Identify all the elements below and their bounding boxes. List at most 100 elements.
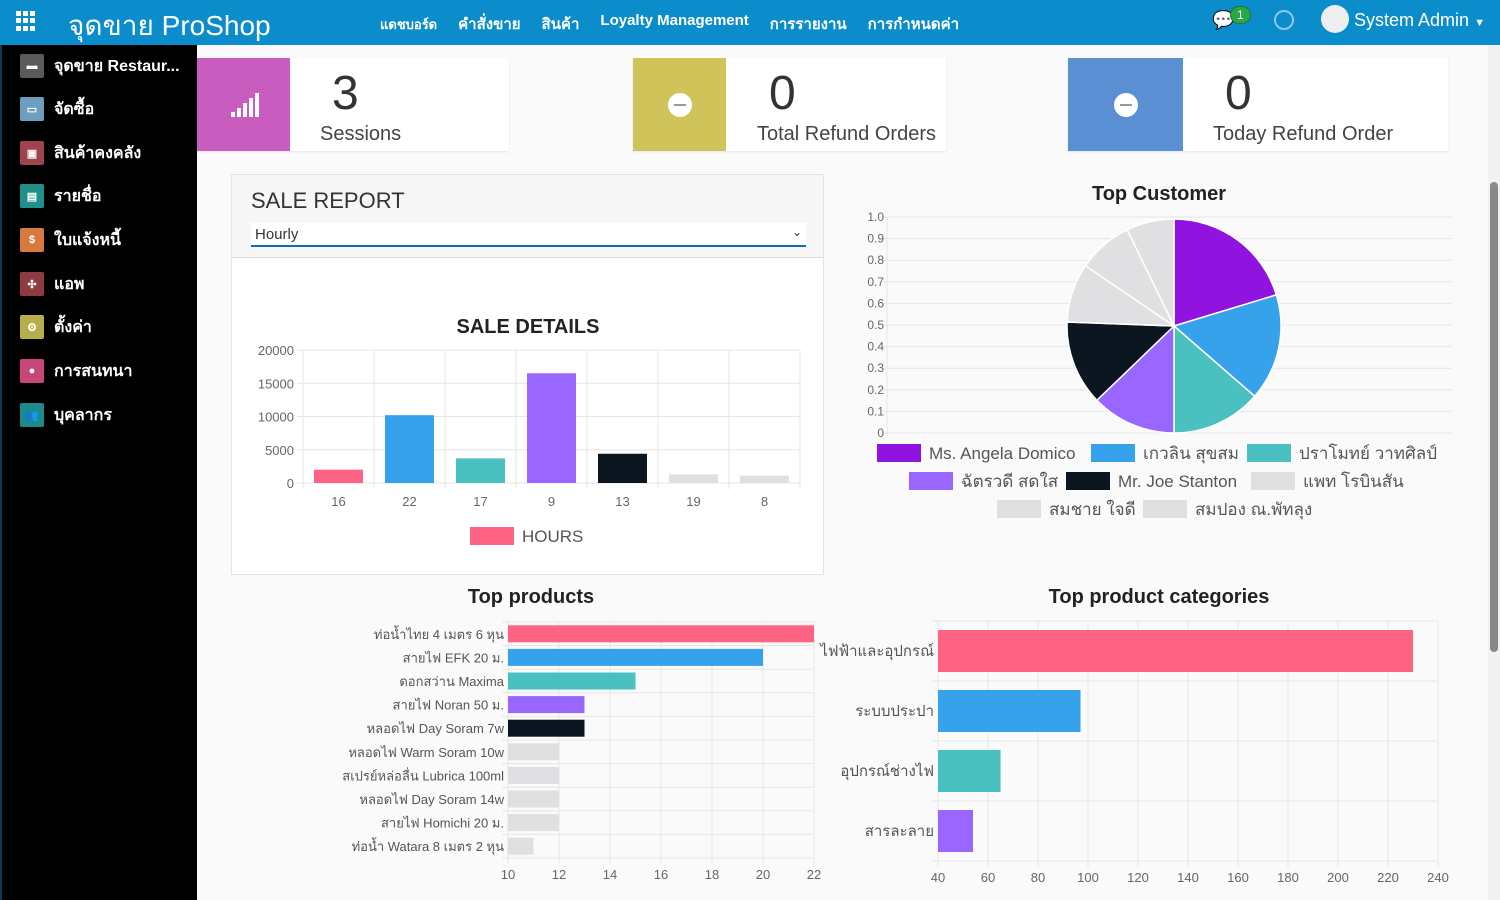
x-tick-label: 18 bbox=[705, 867, 719, 882]
sidebar-item-settings[interactable]: ⚙ ตั้งค่า bbox=[20, 314, 92, 340]
sidebar-item-discuss[interactable]: ● การสนทนา bbox=[20, 358, 132, 384]
sale-report-panel: SALE REPORT Hourly ⌄ bbox=[231, 174, 824, 575]
bar bbox=[508, 696, 585, 714]
sidebar-item-label: การสนทนา bbox=[54, 362, 133, 380]
y-tick-label: 0.2 bbox=[867, 383, 884, 397]
sidebar-item-label: จัดซื้อ bbox=[54, 100, 95, 118]
menu-dashboard[interactable]: แดชบอร์ด bbox=[380, 17, 438, 32]
chat-count-badge: 1 bbox=[1230, 6, 1251, 24]
avatar[interactable] bbox=[1321, 5, 1349, 33]
x-tick-label: 22 bbox=[807, 867, 821, 882]
credit-card-icon: ▭ bbox=[20, 97, 44, 121]
y-tick-label: อุปกรณ์ช่างไฟ bbox=[840, 762, 934, 781]
minus-circle-icon bbox=[1068, 58, 1183, 151]
x-tick-label: 20 bbox=[756, 867, 770, 882]
sidebar-item-apps[interactable]: ✣ แอพ bbox=[20, 271, 84, 297]
legend-label: ฉัตรวดี สดใส bbox=[961, 471, 1059, 491]
cubes-icon: ✣ bbox=[20, 272, 44, 296]
stat-card-total-refund-orders[interactable]: 0 Total Refund Orders bbox=[633, 58, 946, 151]
bar bbox=[508, 814, 559, 832]
legend-label: Ms. Angela Domico bbox=[929, 444, 1075, 463]
y-tick-label: 0.5 bbox=[867, 318, 884, 332]
legend-swatch bbox=[997, 500, 1041, 518]
sale-details-title: SALE DETAILS bbox=[456, 316, 600, 338]
y-tick-label: 0.1 bbox=[867, 404, 884, 418]
stat-value: 0 bbox=[769, 67, 796, 120]
menu-products[interactable]: สินค้า bbox=[541, 16, 580, 33]
pie-slice bbox=[1066, 321, 1176, 402]
pie-slice bbox=[1173, 324, 1256, 434]
sidebar-item-contacts[interactable]: ▤ รายชื่อ bbox=[20, 183, 101, 209]
gear-icon: ⚙ bbox=[20, 315, 44, 339]
clock-icon[interactable] bbox=[1274, 10, 1294, 30]
legend-label: สมชาย ใจดี bbox=[1049, 499, 1136, 519]
legend-label: เกวลิน สุขสม bbox=[1143, 444, 1239, 464]
scrollbar-thumb[interactable] bbox=[1490, 182, 1498, 652]
sidebar-item-invoicing[interactable]: $ ใบแจ้งหนี้ bbox=[20, 227, 121, 253]
user-name: System Admin bbox=[1354, 10, 1470, 30]
y-tick-label: ท่อน้ำ Watara 8 เมตร 2 หุน bbox=[352, 837, 505, 855]
x-tick-label: 160 bbox=[1227, 870, 1249, 885]
x-tick-label: 240 bbox=[1427, 870, 1449, 885]
y-tick-label: 0.7 bbox=[867, 275, 884, 289]
x-tick-label: 12 bbox=[552, 867, 566, 882]
legend-swatch bbox=[1066, 472, 1110, 490]
x-tick-label: 10 bbox=[501, 867, 515, 882]
bar bbox=[508, 743, 559, 761]
sidebar-item-pos-restaurant[interactable]: ▬ จุดขาย Restaur... bbox=[20, 53, 180, 79]
x-tick-label: 40 bbox=[931, 870, 945, 885]
y-tick-label: 0.6 bbox=[867, 296, 884, 310]
stat-card-sessions[interactable]: 3 Sessions bbox=[197, 58, 509, 151]
menu-loyalty[interactable]: Loyalty Management bbox=[600, 12, 749, 29]
chat-icon[interactable]: 💬 bbox=[1212, 10, 1235, 30]
pie-slice bbox=[1172, 293, 1282, 398]
sidebar-item-label: สินค้าคงคลัง bbox=[54, 144, 142, 162]
sidebar-item-label: รายชื่อ bbox=[54, 187, 102, 205]
y-tick-label: 1.0 bbox=[867, 210, 884, 224]
bar bbox=[938, 690, 1081, 732]
app-brand[interactable]: จุดขาย ProShop bbox=[68, 10, 271, 41]
pie-slice bbox=[1095, 324, 1175, 434]
x-tick-label: 120 bbox=[1127, 870, 1149, 885]
users-icon: 👥 bbox=[20, 403, 44, 427]
x-tick-label: 180 bbox=[1277, 870, 1299, 885]
sale-report-title: SALE REPORT bbox=[251, 188, 405, 213]
bar bbox=[508, 648, 763, 666]
menu-configuration[interactable]: การกำหนดค่า bbox=[867, 16, 960, 33]
x-tick-label: 14 bbox=[603, 867, 617, 882]
sidebar-item-purchase[interactable]: ▭ จัดซื้อ bbox=[20, 96, 94, 122]
stat-label: Sessions bbox=[320, 123, 402, 145]
menu-reporting[interactable]: การรายงาน bbox=[769, 16, 847, 33]
sidebar-item-label: บุคลากร bbox=[54, 406, 112, 424]
pie-slice bbox=[1066, 264, 1177, 327]
apps-grid-icon[interactable] bbox=[16, 11, 36, 31]
legend-swatch bbox=[1251, 472, 1295, 490]
stat-card-today-refund-order[interactable]: 0 Today Refund Order bbox=[1068, 58, 1448, 151]
y-tick-label: 0.9 bbox=[867, 232, 884, 246]
y-tick-label: สารละลาย bbox=[865, 823, 934, 840]
period-select[interactable]: Hourly ⌄ bbox=[251, 223, 806, 247]
stat-value: 3 bbox=[332, 67, 359, 120]
x-tick-label: 16 bbox=[654, 867, 668, 882]
y-tick-label: ท่อน้ำไทย 4 เมตร 6 หุน bbox=[374, 625, 504, 643]
caret-down-icon: ▼ bbox=[1474, 17, 1485, 29]
minus-circle-icon bbox=[633, 58, 726, 151]
x-tick-label: 200 bbox=[1327, 870, 1349, 885]
bar bbox=[508, 837, 534, 855]
chevron-down-icon: ⌄ bbox=[791, 225, 802, 239]
y-tick-label: สายไฟ Homichi 20 ม. bbox=[381, 816, 504, 831]
x-tick-label: 220 bbox=[1377, 870, 1399, 885]
sidebar-item-inventory[interactable]: ▣ สินค้าคงคลัง bbox=[20, 140, 141, 166]
x-tick-label: 80 bbox=[1031, 870, 1045, 885]
sidebar-item-label: จุดขาย Restaur... bbox=[54, 57, 180, 75]
scrollbar[interactable] bbox=[1488, 45, 1500, 900]
y-tick-label: หลอดไฟ Warm Soram 10w bbox=[348, 745, 504, 760]
legend-swatch bbox=[1143, 500, 1187, 518]
menu-sale-orders[interactable]: คำสั่งขาย bbox=[458, 16, 521, 33]
top-categories-title: Top product categories bbox=[1048, 586, 1270, 608]
user-menu[interactable]: System Admin ▼ bbox=[1354, 10, 1485, 31]
period-value: Hourly bbox=[255, 226, 299, 243]
legend-label: ปราโมทย์ วาทศิลป์ bbox=[1299, 443, 1437, 463]
y-tick-label: ไฟฟ้าและอุปกรณ์ bbox=[819, 642, 934, 661]
sidebar-item-employees[interactable]: 👥 บุคลากร bbox=[20, 402, 112, 428]
